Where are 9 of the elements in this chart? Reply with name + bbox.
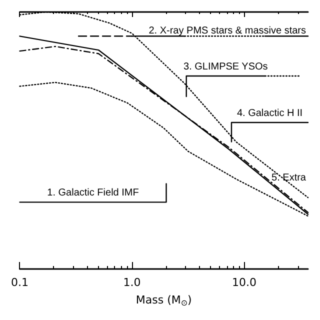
series-label: 4. Galactic H II: [236, 108, 303, 120]
x-axis-title: Mass (M⊙): [136, 294, 192, 308]
x-tick-label: 10.0: [232, 276, 256, 289]
annotation: 5. Extra: [272, 172, 306, 184]
x-tick-label: 1.0: [123, 276, 141, 289]
series-label: 1. Galactic Field IMF: [47, 188, 139, 199]
annotation: 2. X-ray PMS stars & massive stars: [148, 25, 306, 36]
series-label: 3. GLIMPSE YSOs: [184, 61, 268, 72]
x-tick-label: 0.1: [10, 276, 28, 289]
